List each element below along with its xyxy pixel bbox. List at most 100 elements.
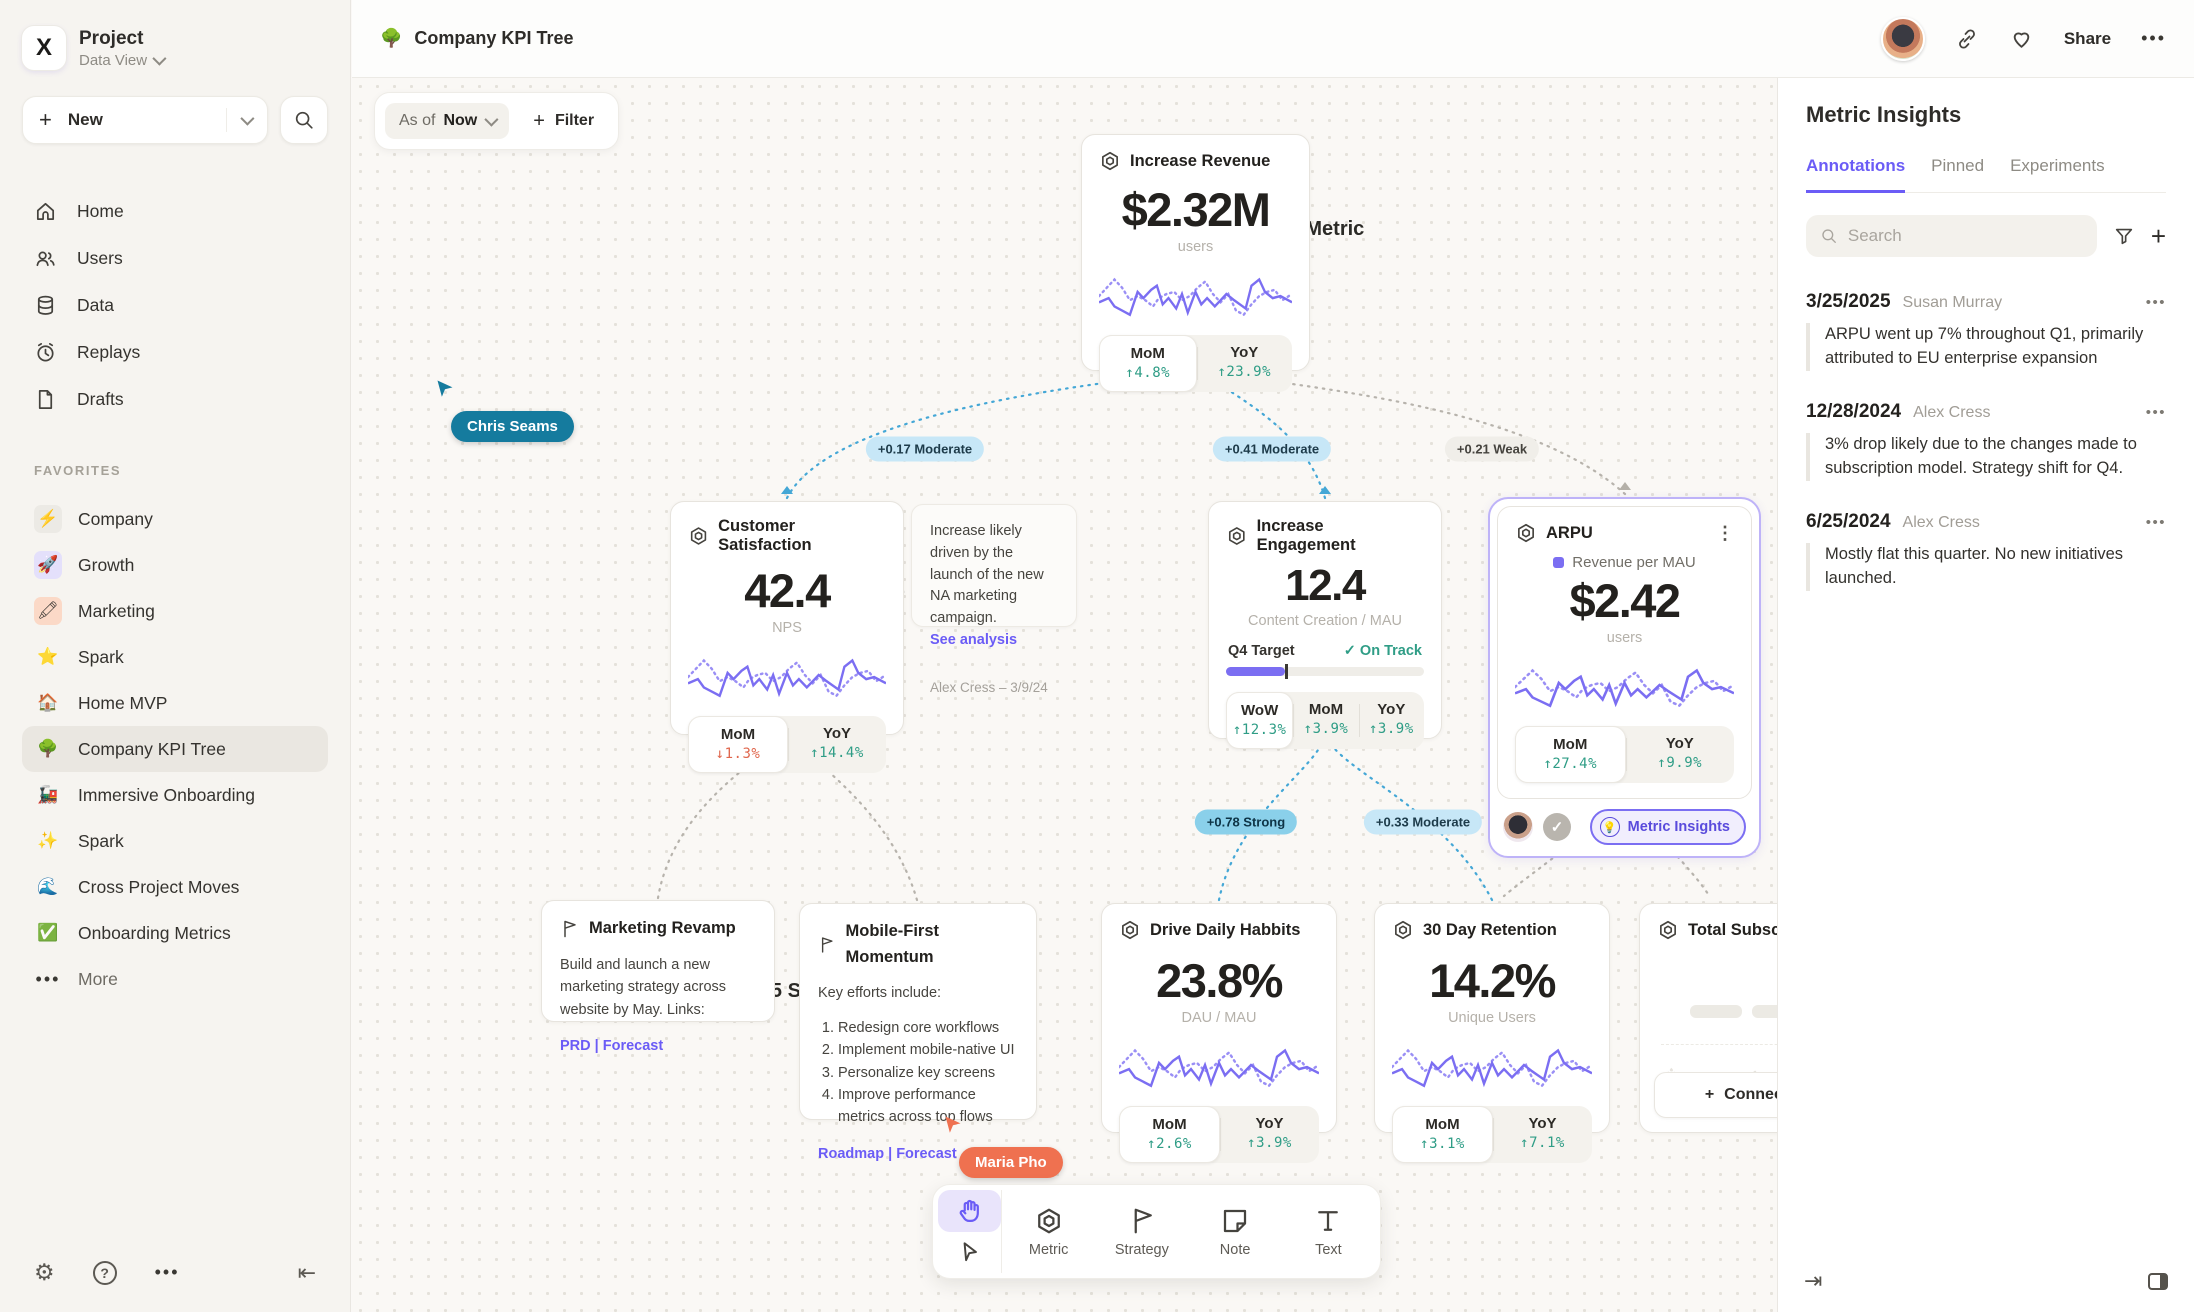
forecast-link[interactable]: Forecast: [602, 1037, 664, 1054]
stat-footer: MoM ↑27.4% YoY ↑9.9%: [1515, 726, 1734, 783]
hand-icon: [959, 1199, 979, 1222]
sidebar-item-users[interactable]: Users: [22, 235, 328, 282]
new-button[interactable]: + New: [22, 96, 268, 144]
stat-label: MoM: [1425, 1116, 1460, 1133]
edge-label[interactable]: +0.78 Strong: [1194, 809, 1298, 835]
filter-button[interactable]: + Filter: [519, 110, 608, 133]
tab-annotations[interactable]: Annotations: [1806, 156, 1906, 193]
sidebar-item-growth[interactable]: 🚀 Growth: [22, 542, 328, 588]
node-menu-icon[interactable]: ⋮: [1716, 522, 1734, 543]
ellipsis-icon: •••: [35, 968, 61, 989]
metric-node-drive-daily-habbits[interactable]: Drive Daily Habbits 23.8% DAU / MAU MoM …: [1101, 903, 1337, 1163]
metric-node-increase-revenue[interactable]: Increase Revenue $2.32M users MoM ↑4.8% …: [1081, 134, 1310, 392]
annotation-menu-icon[interactable]: •••: [2145, 294, 2166, 311]
metric-value: 12.4: [1285, 561, 1366, 610]
header-menu-icon[interactable]: •••: [2141, 28, 2166, 48]
metric-node-total-subscriptions[interactable]: Total Subscript + Connect: [1639, 903, 1777, 1133]
metric-value: 14.2%: [1429, 954, 1556, 1007]
kpi-tree-canvas[interactable]: As of Now + Filter Level 1 Metric Level …: [352, 78, 1777, 1312]
help-icon[interactable]: ?: [92, 1260, 117, 1285]
favorite-heart-icon[interactable]: [2009, 26, 2034, 51]
home-icon: [36, 202, 55, 221]
connect-data-button[interactable]: + Connect: [1654, 1072, 1777, 1118]
strategy-tool[interactable]: Strategy: [1095, 1190, 1188, 1273]
metric-node-increase-engagement[interactable]: Increase Engagement 12.4 Content Creatio…: [1208, 501, 1442, 749]
sidebar-item-onboarding-metrics[interactable]: ✅ Onboarding Metrics: [22, 910, 328, 956]
cursor-name-label: Chris Seams: [451, 411, 574, 442]
sidebar-item-spark[interactable]: ⭐ Spark: [22, 634, 328, 680]
select-tool[interactable]: [938, 1232, 1001, 1274]
favorites-heading: FAVORITES: [34, 463, 122, 478]
collapse-panel-icon[interactable]: ⇥: [1804, 1268, 1823, 1293]
settings-gear-icon[interactable]: ⚙: [34, 1259, 55, 1285]
wave-icon: 🌊: [37, 877, 59, 896]
search-input[interactable]: [1847, 226, 2083, 246]
annotation-note-card[interactable]: Increase likely driven by the launch of …: [911, 504, 1077, 695]
sidebar-item-spark-2[interactable]: ✨ Spark: [22, 818, 328, 864]
annotation-menu-icon[interactable]: •••: [2145, 403, 2166, 421]
strategy-node-mobile-first-momentum[interactable]: Mobile-First Momentum Key efforts includ…: [799, 903, 1037, 1162]
tab-experiments[interactable]: Experiments: [2010, 156, 2105, 175]
text-tool[interactable]: Text: [1282, 1190, 1375, 1273]
layout-toggle-icon[interactable]: [2148, 1272, 2168, 1290]
strategy-node-marketing-revamp[interactable]: Marketing Revamp Build and launch a new …: [541, 900, 775, 1054]
edge-label[interactable]: +0.33 Moderate: [1363, 809, 1483, 835]
copy-link-icon[interactable]: [1955, 27, 1979, 51]
hand-tool[interactable]: [938, 1190, 1001, 1232]
metric-tool[interactable]: Metric: [1002, 1190, 1095, 1273]
see-analysis-link[interactable]: See analysis: [930, 631, 1018, 648]
prd-link[interactable]: PRD: [560, 1037, 591, 1054]
sidebar-search-button[interactable]: [280, 96, 328, 144]
node-title: Marketing Revamp: [589, 919, 736, 937]
annotation-item[interactable]: 6/25/2024 Alex Cress ••• Mostly flat thi…: [1806, 511, 2166, 591]
stat-footer: WoW ↑12.3% MoM ↑3.9% YoY ↑3.9%: [1226, 692, 1424, 749]
edge-label[interactable]: +0.41 Moderate: [1212, 436, 1332, 462]
as-of-selector[interactable]: As of Now: [385, 103, 510, 139]
metric-node-customer-satisfaction[interactable]: Customer Satisfaction 42.4 NPS MoM ↓1.3%…: [670, 501, 904, 773]
sidebar-item-company[interactable]: ⚡ Company: [22, 496, 328, 542]
annotation-author: Alex Cress: [1913, 403, 1991, 421]
metric-node-arpu-selected[interactable]: ARPU ⋮ Revenue per MAU $2.42 users MoM ↑…: [1488, 497, 1761, 858]
collapse-sidebar-icon[interactable]: ⇤: [297, 1259, 316, 1285]
stat-mom: MoM ↑27.4%: [1515, 726, 1626, 783]
metric-insights-badge[interactable]: 💡 Metric Insights: [1589, 809, 1746, 845]
sidebar-item-immersive-onboarding[interactable]: 🚂 Immersive Onboarding: [22, 772, 328, 818]
tool-label: Strategy: [1114, 1241, 1169, 1258]
sidebar-item-cross-project-moves[interactable]: 🌊 Cross Project Moves: [22, 864, 328, 910]
annotation-menu-icon[interactable]: •••: [2145, 513, 2166, 531]
sidebar-item-more[interactable]: ••• More: [22, 956, 328, 1002]
annotation-item[interactable]: 12/28/2024 Alex Cress ••• 3% drop likely…: [1806, 401, 2166, 481]
edge-label[interactable]: +0.17 Moderate: [865, 436, 985, 462]
filter-funnel-icon[interactable]: [2113, 225, 2135, 247]
metric-unit: users: [1177, 239, 1214, 255]
file-icon: [38, 390, 53, 409]
tab-pinned[interactable]: Pinned: [1931, 156, 1985, 175]
add-annotation-icon[interactable]: +: [2150, 220, 2166, 251]
metric-node-30-day-retention[interactable]: 30 Day Retention 14.2% Unique Users MoM …: [1374, 903, 1610, 1163]
project-switcher[interactable]: X Project Data View: [22, 26, 328, 70]
annotations-search[interactable]: [1806, 215, 2097, 257]
arrow-up-icon: [1319, 486, 1331, 494]
metric-value: 23.8%: [1156, 954, 1283, 1007]
sparkline-chart: [1119, 1049, 1319, 1087]
sidebar-item-data[interactable]: Data: [22, 282, 328, 329]
project-view-selector[interactable]: Data View: [79, 52, 167, 69]
sidebar-item-marketing[interactable]: 🖍 Marketing: [22, 588, 328, 634]
edge-label[interactable]: +0.21 Weak: [1444, 436, 1540, 462]
sidebar-item-replays[interactable]: Replays: [22, 329, 328, 376]
share-button[interactable]: Share: [2063, 28, 2112, 48]
favorite-label: Home MVP: [78, 692, 168, 713]
new-dropdown-toggle[interactable]: [226, 108, 255, 132]
more-options-icon[interactable]: •••: [154, 1262, 180, 1282]
roadmap-link[interactable]: Roadmap: [818, 1145, 885, 1162]
user-avatar[interactable]: [1880, 16, 1925, 61]
forecast-link[interactable]: Forecast: [896, 1145, 957, 1162]
sidebar-item-drafts[interactable]: Drafts: [22, 376, 328, 423]
sidebar-item-home-mvp[interactable]: 🏠 Home MVP: [22, 680, 328, 726]
stat-label: MoM: [720, 726, 756, 743]
annotation-item[interactable]: 3/25/2025 Susan Murray ••• ARPU went up …: [1806, 291, 2166, 371]
sidebar-item-home[interactable]: Home: [22, 188, 328, 235]
note-tool[interactable]: Note: [1189, 1190, 1282, 1273]
sidebar-item-company-kpi-tree[interactable]: 🌳 Company KPI Tree: [22, 726, 328, 772]
